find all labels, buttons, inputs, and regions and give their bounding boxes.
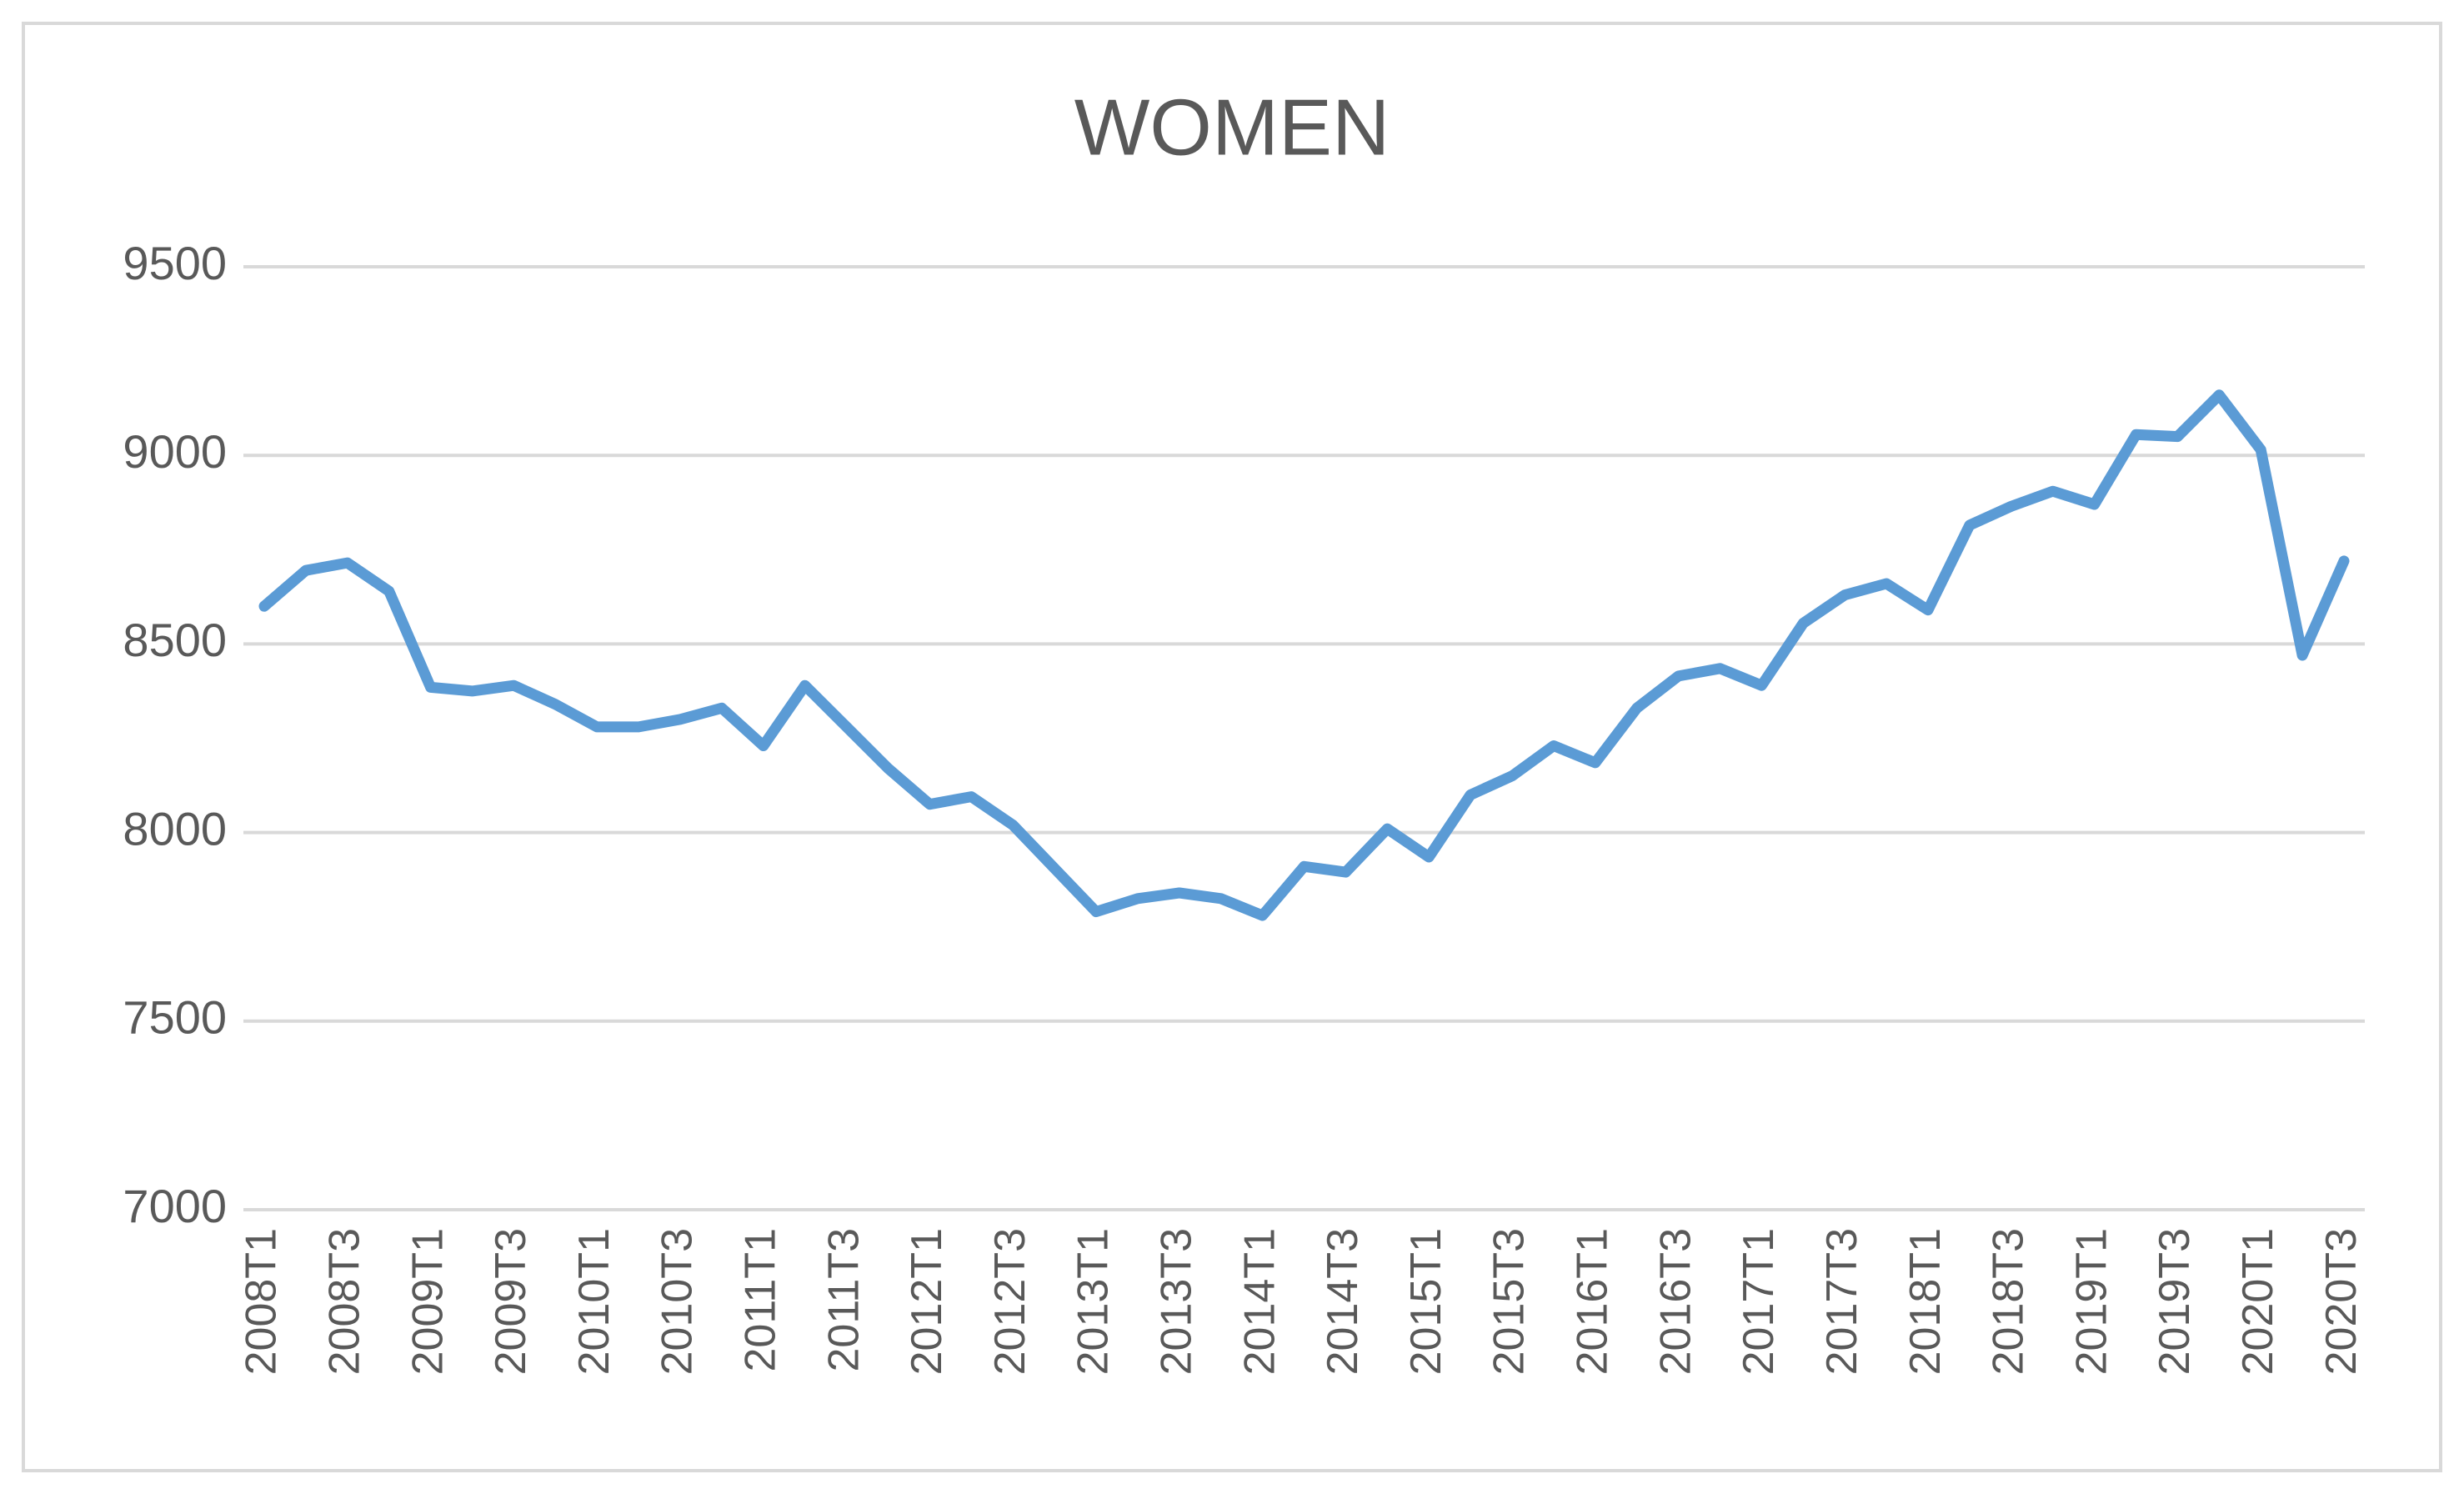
x-tick-label: 2011T3 <box>819 1228 868 1372</box>
x-tick-label: 2008T3 <box>320 1228 368 1375</box>
x-tick-label: 2011T1 <box>737 1228 785 1372</box>
chart-title: WOMEN <box>1074 83 1390 172</box>
x-tick-label: 2018T1 <box>1901 1228 1950 1375</box>
x-tick-label: 2016T1 <box>1569 1228 1617 1375</box>
x-tick-label: 2012T1 <box>903 1228 951 1375</box>
x-tick-label: 2012T3 <box>986 1228 1034 1375</box>
x-tick-label: 2014T1 <box>1235 1228 1284 1375</box>
x-tick-label: 2013T1 <box>1069 1228 1118 1375</box>
x-tick-label: 2017T1 <box>1735 1228 1783 1375</box>
y-tick-label: 7500 <box>123 991 227 1044</box>
x-tick-label: 2015T1 <box>1402 1228 1450 1375</box>
x-tick-label: 2020T3 <box>2317 1228 2366 1375</box>
x-tick-label: 2019T3 <box>2151 1228 2199 1375</box>
x-tick-label: 2010T1 <box>570 1228 619 1375</box>
y-tick-label: 9000 <box>123 425 227 478</box>
x-tick-label: 2018T3 <box>1985 1228 2033 1375</box>
x-tick-label: 2020T1 <box>2234 1228 2282 1375</box>
x-tick-label: 2019T1 <box>2067 1228 2116 1375</box>
x-tick-label: 2014T3 <box>1319 1228 1367 1375</box>
x-tick-label: 2017T3 <box>1818 1228 1866 1375</box>
x-tick-label: 2015T3 <box>1485 1228 1534 1375</box>
chart-frame <box>22 22 2442 1472</box>
y-tick-label: 8000 <box>123 802 227 855</box>
y-tick-label: 7000 <box>123 1180 227 1232</box>
x-tick-label: 2008T1 <box>238 1228 286 1375</box>
x-tick-label: 2009T1 <box>403 1228 452 1375</box>
x-tick-label: 2016T3 <box>1651 1228 1700 1375</box>
y-tick-label: 8500 <box>123 614 227 666</box>
y-tick-label: 9500 <box>123 237 227 289</box>
data-line <box>258 389 2350 921</box>
x-tick-label: 2009T3 <box>487 1228 535 1375</box>
x-tick-label: 2013T3 <box>1153 1228 1201 1375</box>
x-tick-label: 2010T3 <box>654 1228 702 1375</box>
